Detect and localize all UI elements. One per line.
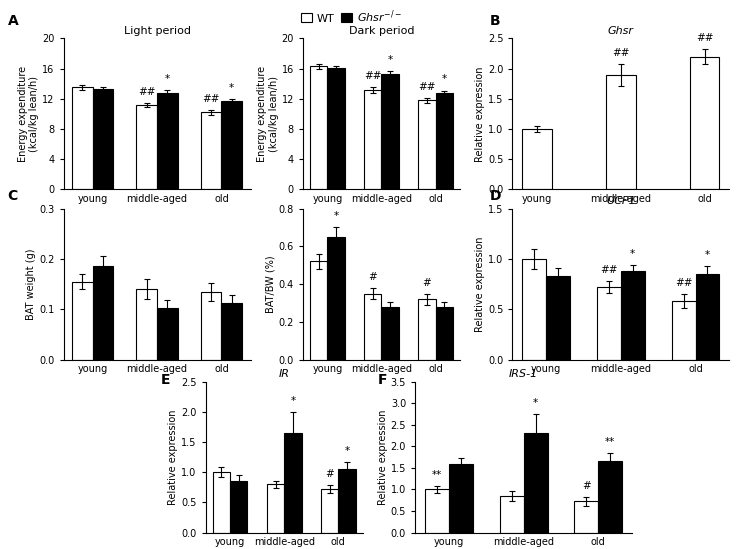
Y-axis label: BAT/BW (%): BAT/BW (%) [266,255,276,313]
Text: ##: ## [600,265,618,275]
Bar [201,113,221,189]
Y-axis label: BAT weight (g): BAT weight (g) [26,248,37,320]
Bar [221,302,242,360]
Y-axis label: Energy expenditure
(kcal/kg lean/h): Energy expenditure (kcal/kg lean/h) [18,66,40,162]
Bar [597,287,621,360]
Legend: WT, $\it{Ghsr}^{-/-}$: WT, $\it{Ghsr}^{-/-}$ [301,8,402,25]
Text: *: * [334,211,339,221]
Bar [328,68,345,189]
Title: IRS-1: IRS-1 [509,369,539,379]
Bar [598,461,622,533]
Text: #: # [423,277,432,288]
Text: *: * [165,74,170,83]
Bar [328,237,345,360]
Bar [546,276,570,360]
Text: ##: ## [364,71,381,81]
Bar [435,307,453,360]
Bar [522,259,546,360]
Text: ##: ## [138,87,156,97]
Title: Ghsr: Ghsr [608,26,634,36]
Bar [93,266,113,360]
Text: F: F [378,373,387,388]
Bar [500,496,524,533]
Bar [425,489,449,533]
Bar [230,481,248,533]
Bar [321,489,338,533]
Text: *: * [387,55,393,65]
Bar [524,433,548,533]
Text: ##: ## [612,48,630,58]
Text: *: * [441,75,447,85]
Bar [364,294,381,360]
Text: #: # [369,272,377,282]
Text: #: # [582,481,591,491]
Text: *: * [533,398,538,408]
Bar [435,93,453,189]
Bar [522,129,552,189]
Bar [157,93,178,189]
Bar [157,308,178,360]
Bar [93,89,113,189]
Bar [72,87,93,189]
Bar [696,274,720,360]
Bar [449,463,473,533]
Bar [381,307,399,360]
Bar [338,469,355,533]
Y-axis label: Relative expression: Relative expression [168,410,178,505]
Bar [72,282,93,360]
Bar [418,299,435,360]
Text: *: * [290,396,295,406]
Bar [418,100,435,189]
Title: Dark period: Dark period [349,26,414,36]
Text: *: * [344,446,349,456]
Bar [672,301,696,360]
Text: ##: ## [675,278,693,288]
Bar [136,289,157,360]
Title: Light period: Light period [123,26,191,36]
Y-axis label: Relative expression: Relative expression [378,410,387,505]
Text: #: # [325,469,334,479]
Text: **: ** [432,470,442,480]
Bar [201,292,221,360]
Y-axis label: Relative expression: Relative expression [475,237,485,332]
Text: **: ** [605,436,616,447]
Title: IR: IR [279,369,289,379]
Bar [606,75,636,189]
Bar [284,433,301,533]
Bar [381,74,399,189]
Text: D: D [490,189,501,204]
Bar [136,105,157,189]
Bar [621,271,645,360]
Text: ##: ## [203,94,220,104]
Text: E: E [161,373,171,388]
Text: *: * [631,249,635,259]
Text: *: * [229,83,234,93]
Bar [574,501,598,533]
Bar [310,66,328,189]
Bar [267,484,284,533]
Bar [221,101,242,189]
Y-axis label: Relative expression: Relative expression [475,66,485,161]
Bar [310,261,328,360]
Y-axis label: Energy expenditure
(kcal/kg lean/h): Energy expenditure (kcal/kg lean/h) [257,66,279,162]
Text: B: B [490,14,500,28]
Text: *: * [705,250,710,260]
Text: C: C [7,189,18,204]
Bar [690,57,720,189]
Text: ##: ## [418,82,435,92]
Title: UCP1: UCP1 [606,197,636,206]
Text: ##: ## [696,33,714,43]
Text: A: A [7,14,18,28]
Bar [213,472,230,533]
Bar [364,89,381,189]
